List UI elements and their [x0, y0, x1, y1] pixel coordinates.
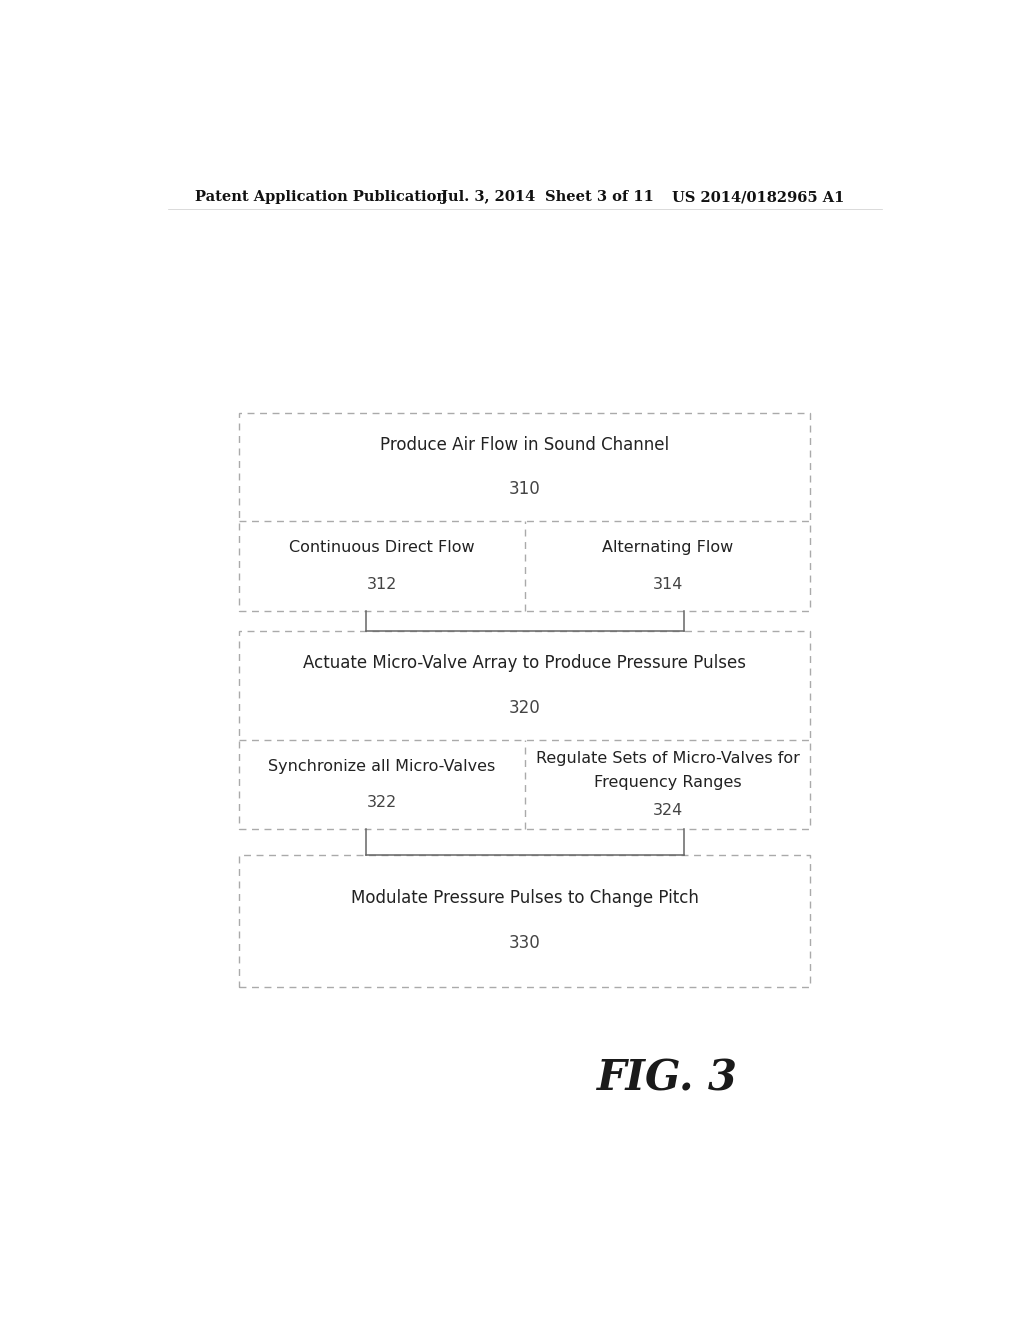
Text: Produce Air Flow in Sound Channel: Produce Air Flow in Sound Channel	[380, 436, 670, 454]
Text: 312: 312	[367, 577, 397, 591]
Text: Sheet 3 of 11: Sheet 3 of 11	[545, 190, 653, 205]
Text: 322: 322	[367, 795, 397, 810]
Text: 310: 310	[509, 480, 541, 498]
Bar	[240, 854, 811, 987]
Text: US 2014/0182965 A1: US 2014/0182965 A1	[672, 190, 844, 205]
Text: 320: 320	[509, 698, 541, 717]
Text: Jul. 3, 2014: Jul. 3, 2014	[441, 190, 536, 205]
Text: Continuous Direct Flow: Continuous Direct Flow	[289, 540, 475, 556]
Text: Actuate Micro-Valve Array to Produce Pressure Pulses: Actuate Micro-Valve Array to Produce Pre…	[303, 653, 746, 672]
Text: 314: 314	[652, 577, 683, 591]
Text: Frequency Ranges: Frequency Ranges	[594, 775, 741, 789]
Text: 330: 330	[509, 935, 541, 952]
Bar	[240, 631, 811, 829]
Text: Synchronize all Micro-Valves: Synchronize all Micro-Valves	[268, 759, 496, 774]
Text: Patent Application Publication: Patent Application Publication	[196, 190, 447, 205]
Text: 324: 324	[652, 804, 683, 818]
Text: Modulate Pressure Pulses to Change Pitch: Modulate Pressure Pulses to Change Pitch	[351, 890, 698, 907]
Text: FIG. 3: FIG. 3	[597, 1057, 738, 1100]
Bar	[240, 413, 811, 611]
Text: Regulate Sets of Micro-Valves for: Regulate Sets of Micro-Valves for	[536, 751, 800, 766]
Text: Alternating Flow: Alternating Flow	[602, 540, 733, 556]
